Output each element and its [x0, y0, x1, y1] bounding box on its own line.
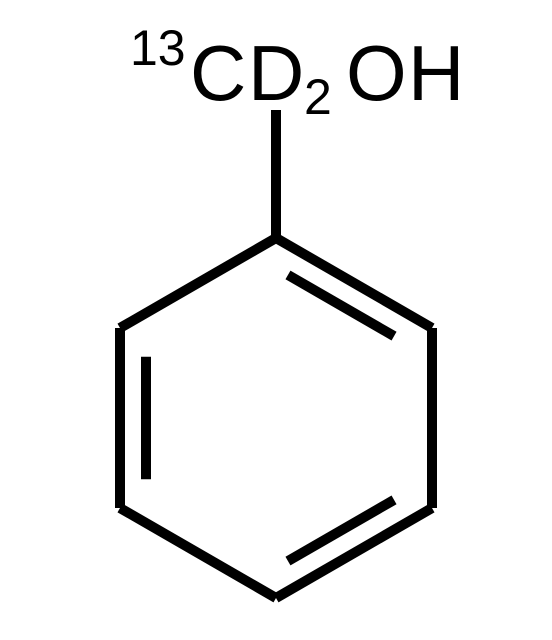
label-part-O: O: [346, 29, 407, 117]
label-part-H: H: [408, 29, 464, 117]
label-part-2: 2: [304, 69, 332, 125]
label-part-D: D: [248, 29, 304, 117]
molecule-diagram: 13CD2OH: [0, 0, 552, 640]
label-part-13: 13: [130, 20, 186, 76]
label-part-C: C: [190, 29, 246, 117]
